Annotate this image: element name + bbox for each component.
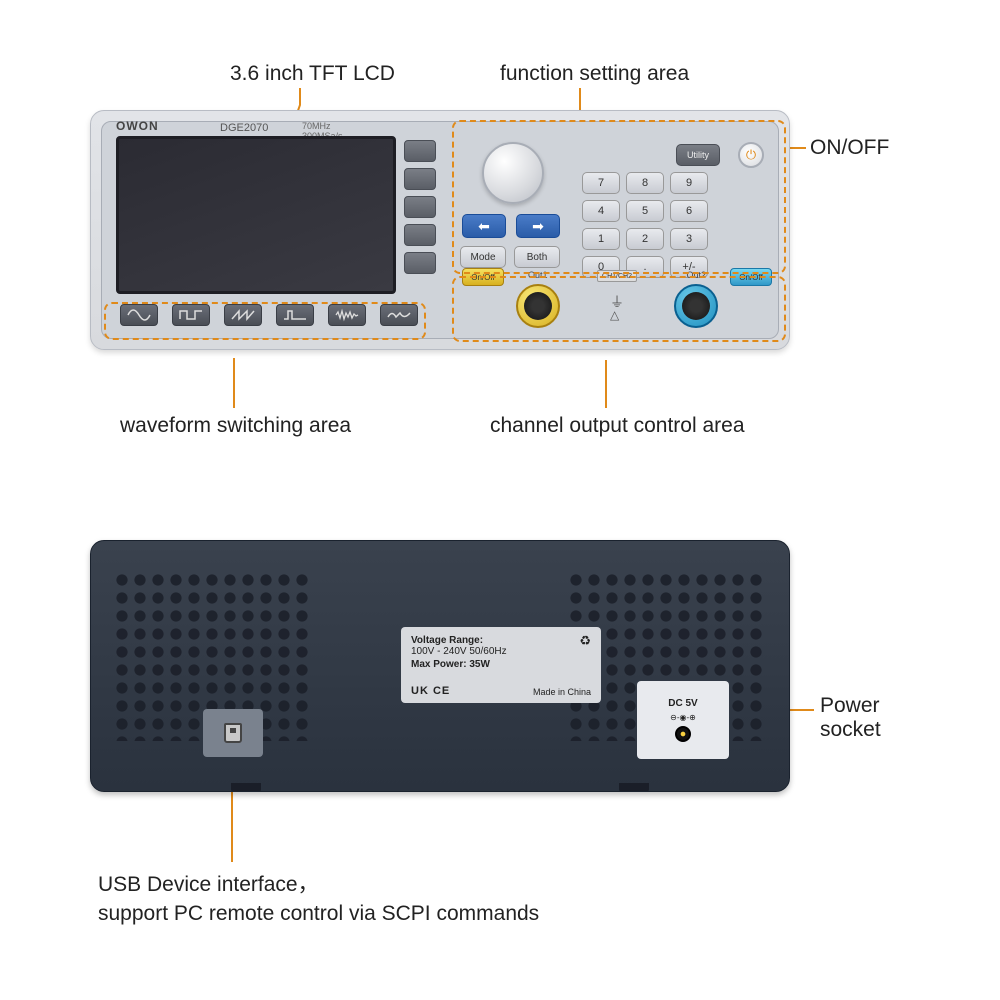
nav-right-button[interactable]: ➡ (516, 214, 560, 238)
voltage-label: Voltage Range: (411, 635, 591, 646)
out2-label: Out2 (686, 270, 706, 280)
ch1-onoff-button[interactable]: On/Off (462, 268, 504, 286)
lcd-screen (116, 136, 396, 294)
key-3[interactable]: 3 (670, 228, 708, 250)
key-5[interactable]: 5 (626, 200, 664, 222)
weee-icon: ♻ (579, 633, 591, 649)
brand-logo: OWON (116, 119, 159, 133)
nav-left-button[interactable]: ⬅ (462, 214, 506, 238)
wave-square-button[interactable] (172, 304, 210, 326)
key-9[interactable]: 9 (670, 172, 708, 194)
numeric-keypad: 7 8 9 4 5 6 1 2 3 0 . +/- (582, 172, 708, 278)
ce-mark: UK CE (411, 685, 450, 697)
warning-icon: △ (610, 308, 619, 322)
rating-plate: Voltage Range: 100V - 240V 50/60Hz Max P… (401, 627, 601, 703)
key-1[interactable]: 1 (582, 228, 620, 250)
ch2-onoff-button[interactable]: On/Off (730, 268, 772, 286)
wave-ramp-button[interactable] (224, 304, 262, 326)
foot (619, 783, 649, 792)
both-button[interactable]: Both (514, 246, 560, 268)
key-8[interactable]: 8 (626, 172, 664, 194)
power-plate: DC 5V ⊖-◉-⊕ (637, 681, 729, 759)
mode-button[interactable]: Mode (460, 246, 506, 268)
wave-arb-button[interactable] (380, 304, 418, 326)
softkey[interactable] (404, 224, 436, 246)
ch-switch-label: CH1/CH2 (597, 270, 637, 282)
voltage-value: 100V - 240V 50/60Hz (411, 646, 591, 657)
channel-output-area: On/Off On/Off Out1 Out2 CH1/CH2 ⏚ △ (460, 268, 774, 328)
usb-plate (203, 709, 263, 757)
utility-button[interactable]: Utility (676, 144, 720, 166)
out1-label: Out1 (528, 270, 548, 280)
dc-jack[interactable] (675, 726, 691, 742)
key-4[interactable]: 4 (582, 200, 620, 222)
bnc-out2[interactable] (674, 284, 718, 328)
front-inner: OWON DGE2070 70MHz 300MSa/s ⬅ ➡ (101, 121, 779, 339)
wave-sine-button[interactable] (120, 304, 158, 326)
key-6[interactable]: 6 (670, 200, 708, 222)
softkey[interactable] (404, 140, 436, 162)
bnc-out1[interactable] (516, 284, 560, 328)
wave-noise-button[interactable] (328, 304, 366, 326)
foot (231, 783, 261, 792)
softkey[interactable] (404, 252, 436, 274)
device-front: OWON DGE2070 70MHz 300MSa/s ⬅ ➡ (90, 110, 790, 350)
mode-buttons: Mode Both (460, 246, 560, 268)
softkey[interactable] (404, 168, 436, 190)
softkey-column (404, 140, 436, 274)
key-2[interactable]: 2 (626, 228, 664, 250)
rotary-knob[interactable] (482, 142, 544, 204)
waveform-row (120, 304, 418, 326)
softkey[interactable] (404, 196, 436, 218)
maxpower: Max Power: 35W (411, 659, 591, 670)
key-7[interactable]: 7 (582, 172, 620, 194)
dc-polarity-icon: ⊖-◉-⊕ (670, 713, 696, 722)
made-in: Made in China (533, 687, 591, 697)
device-back: Voltage Range: 100V - 240V 50/60Hz Max P… (90, 540, 790, 792)
usb-port[interactable] (224, 723, 242, 743)
power-button[interactable] (738, 142, 764, 168)
wave-pulse-button[interactable] (276, 304, 314, 326)
nav-buttons: ⬅ ➡ (462, 214, 560, 238)
model-number: DGE2070 (220, 122, 268, 134)
dc-label: DC 5V (668, 698, 697, 709)
